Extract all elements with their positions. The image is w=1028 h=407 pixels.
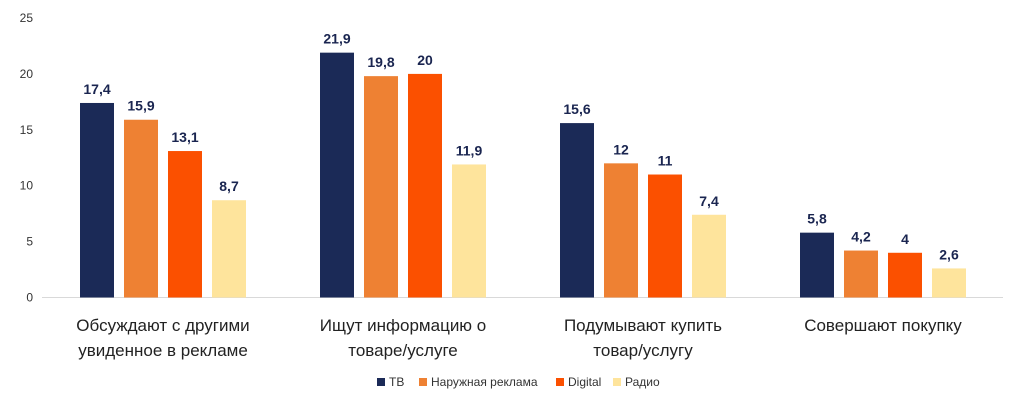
bar — [560, 123, 594, 298]
legend-label: Радио — [625, 375, 660, 389]
y-tick-label: 20 — [20, 67, 34, 81]
data-label: 12 — [613, 141, 629, 157]
bar — [168, 151, 202, 298]
legend-label: Наружная реклама — [431, 375, 538, 389]
data-label: 8,7 — [219, 178, 239, 194]
category-labels: Обсуждают с другими увиденное в рекламе Ищ… — [76, 316, 962, 360]
data-label: 21,9 — [323, 31, 350, 47]
data-label: 17,4 — [83, 81, 110, 97]
category-label-line: Обсуждают с другими — [76, 316, 249, 335]
bar — [888, 252, 922, 298]
legend-label: ТВ — [389, 375, 404, 389]
data-label: 19,8 — [367, 54, 394, 70]
bar — [452, 164, 486, 298]
category-label-line: Совершают покупку — [804, 316, 962, 335]
bar — [124, 119, 158, 298]
bar — [80, 102, 114, 298]
data-label: 11 — [658, 153, 673, 169]
category-label: Обсуждают с другими увиденное в рекламе — [76, 316, 249, 360]
category-label-line: товар/услугу — [593, 341, 693, 360]
category-label-line: Подумывают купить — [564, 316, 722, 335]
y-tick-label: 25 — [20, 11, 34, 25]
data-label: 11,9 — [456, 142, 483, 158]
bar — [604, 163, 638, 298]
legend-swatch — [419, 378, 427, 386]
legend: ТВ Наружная реклама Digital Радио — [377, 375, 660, 389]
category-label-line: увиденное в рекламе — [78, 341, 248, 360]
bar — [692, 214, 726, 298]
data-label: 7,4 — [699, 193, 719, 209]
data-label: 4 — [901, 231, 909, 247]
category-label-line: товаре/услуге — [348, 341, 458, 360]
data-label: 4,2 — [851, 229, 871, 245]
bar — [648, 174, 682, 298]
bar — [364, 76, 398, 298]
category-label-line: Ищут информацию о — [320, 316, 487, 335]
category-label: Подумывают купить товар/услугу — [564, 316, 722, 360]
bar — [320, 52, 354, 298]
data-label: 15,9 — [127, 98, 154, 114]
y-tick-label: 0 — [26, 291, 33, 305]
bars — [80, 52, 966, 298]
data-label: 5,8 — [807, 211, 827, 227]
bar — [932, 268, 966, 298]
y-tick-label: 5 — [26, 235, 33, 249]
data-label: 15,6 — [563, 101, 590, 117]
bar — [844, 250, 878, 298]
bar — [212, 200, 246, 298]
legend-swatch — [377, 378, 385, 386]
legend-label: Digital — [568, 375, 601, 389]
data-label: 2,6 — [939, 246, 959, 262]
y-tick-label: 10 — [20, 179, 34, 193]
category-label: Совершают покупку — [804, 316, 962, 335]
data-label: 13,1 — [171, 129, 198, 145]
y-tick-label: 15 — [20, 123, 34, 137]
category-label: Ищут информацию о товаре/услуге — [320, 316, 487, 360]
legend-swatch — [613, 378, 621, 386]
bar — [408, 73, 442, 298]
y-axis: 0 5 10 15 20 25 — [20, 11, 1003, 305]
data-label: 20 — [417, 52, 433, 68]
legend-swatch — [556, 378, 564, 386]
bar — [800, 232, 834, 298]
value-labels: 17,4 21,9 15,6 5,8 15,9 19,8 12 4,2 13,1 20 11 4 8,7… — [83, 31, 959, 263]
